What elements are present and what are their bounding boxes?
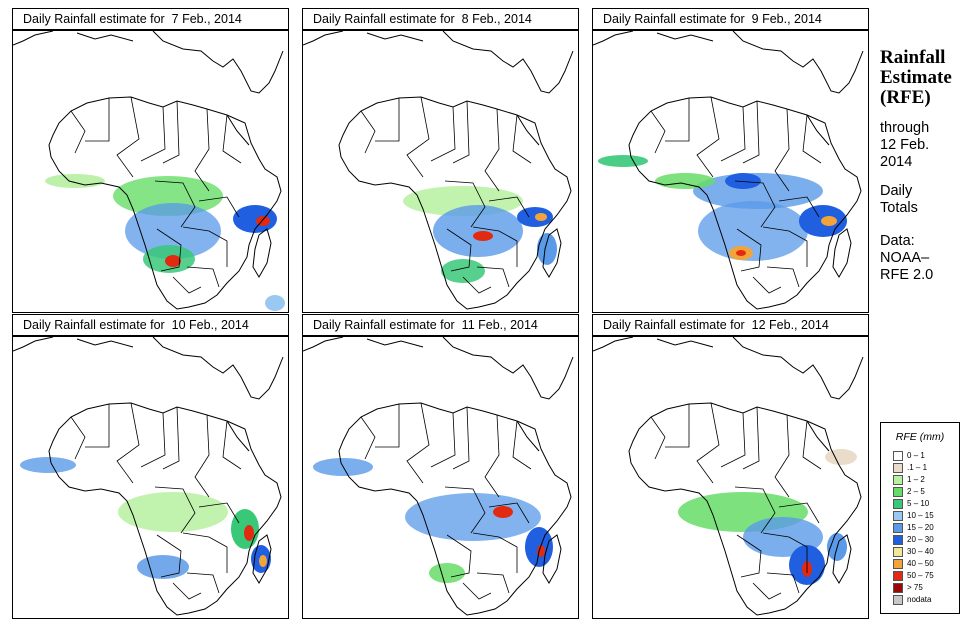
map-panel-8-feb: Daily Rainfall estimate for 8 Feb., 2014 <box>302 8 579 313</box>
map-panel-9-feb: Daily Rainfall estimate for 9 Feb., 2014 <box>592 8 869 313</box>
legend-swatch <box>893 595 903 605</box>
through-year: 2014 <box>880 154 913 170</box>
legend-title: RFE (mm) <box>895 431 945 443</box>
legend-swatch <box>893 511 903 521</box>
sidebar-title-1: Rainfall <box>880 47 946 68</box>
panel-title: Daily Rainfall estimate for 11 Feb., 201… <box>302 314 579 336</box>
legend-label: 1 – 2 <box>907 475 925 484</box>
legend-label: 30 – 40 <box>907 547 934 556</box>
legend-label: .1 – 1 <box>907 463 928 472</box>
legend-label: 15 – 20 <box>907 523 934 532</box>
legend-label: 40 – 50 <box>907 559 934 568</box>
legend-swatch <box>893 559 903 569</box>
legend-swatch <box>893 475 903 485</box>
map-panel-7-feb: Daily Rainfall estimate for 7 Feb., 2014 <box>12 8 289 313</box>
rainfall-map <box>592 30 869 313</box>
legend-label: 0 – 1 <box>907 451 925 460</box>
legend-label: 20 – 30 <box>907 535 934 544</box>
legend-swatch <box>893 487 903 497</box>
legend-label: nodata <box>907 595 932 604</box>
rainfall-map <box>302 30 579 313</box>
legend-swatch <box>893 451 903 461</box>
data-source: NOAA– <box>880 250 930 266</box>
rfe-legend: RFE (mm) 0 – 1 .1 – 1 1 – 2 2 – 5 5 – 10 10 –… <box>880 422 960 614</box>
rainfall-map <box>12 336 289 619</box>
panel-title: Daily Rainfall estimate for 9 Feb., 2014 <box>592 8 869 30</box>
panel-title: Daily Rainfall estimate for 7 Feb., 2014 <box>12 8 289 30</box>
legend-label: 50 – 75 <box>907 571 934 580</box>
rainfall-map <box>302 336 579 619</box>
legend-label: 5 – 10 <box>907 499 930 508</box>
rainfall-map <box>592 336 869 619</box>
legend-swatch <box>893 547 903 557</box>
panel-title: Daily Rainfall estimate for 10 Feb., 201… <box>12 314 289 336</box>
legend-swatch <box>893 571 903 581</box>
legend-swatch <box>893 523 903 533</box>
daily-label: Daily <box>880 183 913 199</box>
legend-swatch <box>893 463 903 473</box>
sidebar-title-3: (RFE) <box>880 87 931 108</box>
legend-swatch <box>893 583 903 593</box>
panel-title: Daily Rainfall estimate for 12 Feb., 201… <box>592 314 869 336</box>
totals-label: Totals <box>880 200 918 216</box>
through-date: 12 Feb. <box>880 137 930 153</box>
map-panel-11-feb: Daily Rainfall estimate for 11 Feb., 201… <box>302 314 579 619</box>
map-panel-12-feb: Daily Rainfall estimate for 12 Feb., 201… <box>592 314 869 619</box>
sidebar-title-2: Estimate <box>880 67 952 88</box>
rainfall-map <box>12 30 289 313</box>
legend-label: 10 – 15 <box>907 511 934 520</box>
legend-swatch <box>893 499 903 509</box>
panel-title: Daily Rainfall estimate for 8 Feb., 2014 <box>302 8 579 30</box>
sidebar-info: Rainfall Estimate (RFE) through 12 Feb. … <box>880 48 965 284</box>
through-label: through <box>880 120 930 136</box>
legend-label: > 75 <box>907 583 923 592</box>
data-version: RFE 2.0 <box>880 267 934 283</box>
legend-swatch <box>893 535 903 545</box>
legend-label: 2 – 5 <box>907 487 925 496</box>
data-label: Data: <box>880 233 915 249</box>
map-panel-10-feb: Daily Rainfall estimate for 10 Feb., 201… <box>12 314 289 619</box>
